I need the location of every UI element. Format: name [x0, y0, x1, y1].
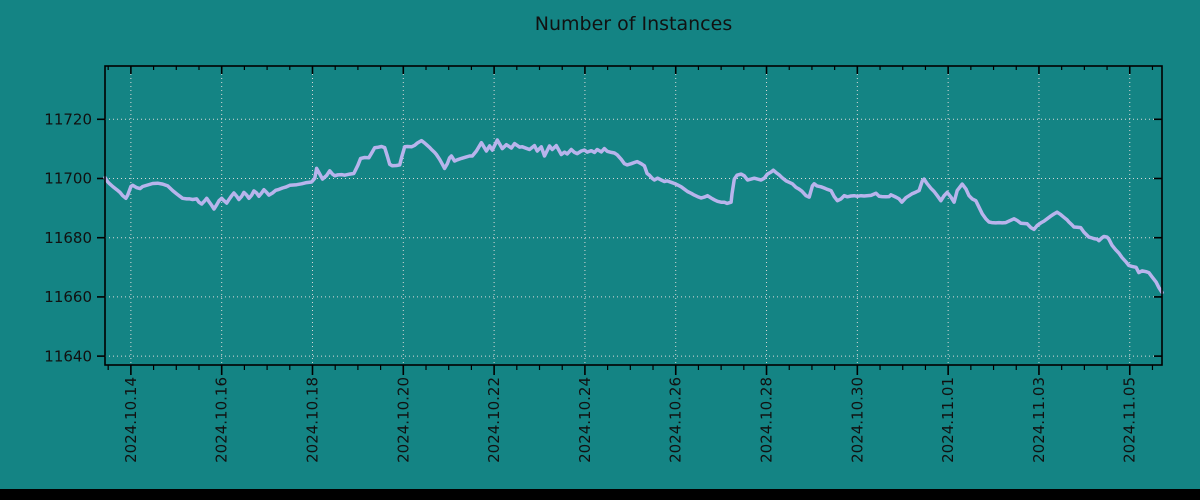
- x-tick-label: 2024.10.14: [122, 377, 140, 463]
- y-tick-label: 11640: [44, 347, 92, 365]
- x-tick-label: 2024.10.18: [303, 377, 321, 463]
- x-tick-label: 2024.10.20: [394, 377, 412, 463]
- y-tick-label: 11720: [44, 111, 92, 129]
- x-tick-label: 2024.11.03: [1030, 377, 1048, 463]
- y-tick-label: 11680: [44, 229, 92, 247]
- data-line: [103, 138, 1164, 295]
- x-tick-label: 2024.10.22: [485, 377, 503, 463]
- chart-title: Number of Instances: [534, 13, 733, 35]
- plot-frame: [104, 65, 1163, 366]
- y-tick-label: 11660: [44, 288, 92, 306]
- x-tick-label: 2024.11.01: [939, 377, 957, 463]
- x-tick-label: 2024.10.16: [213, 377, 231, 463]
- x-tick-label: 2024.10.24: [576, 377, 594, 463]
- x-tick-label: 2024.10.28: [757, 377, 775, 463]
- y-tick-label: 11700: [44, 170, 92, 188]
- x-tick-label: 2024.10.30: [848, 377, 866, 463]
- bottom-bar: [0, 489, 1200, 500]
- x-tick-label: 2024.10.26: [667, 377, 685, 463]
- x-tick-label: 2024.11.05: [1121, 377, 1139, 463]
